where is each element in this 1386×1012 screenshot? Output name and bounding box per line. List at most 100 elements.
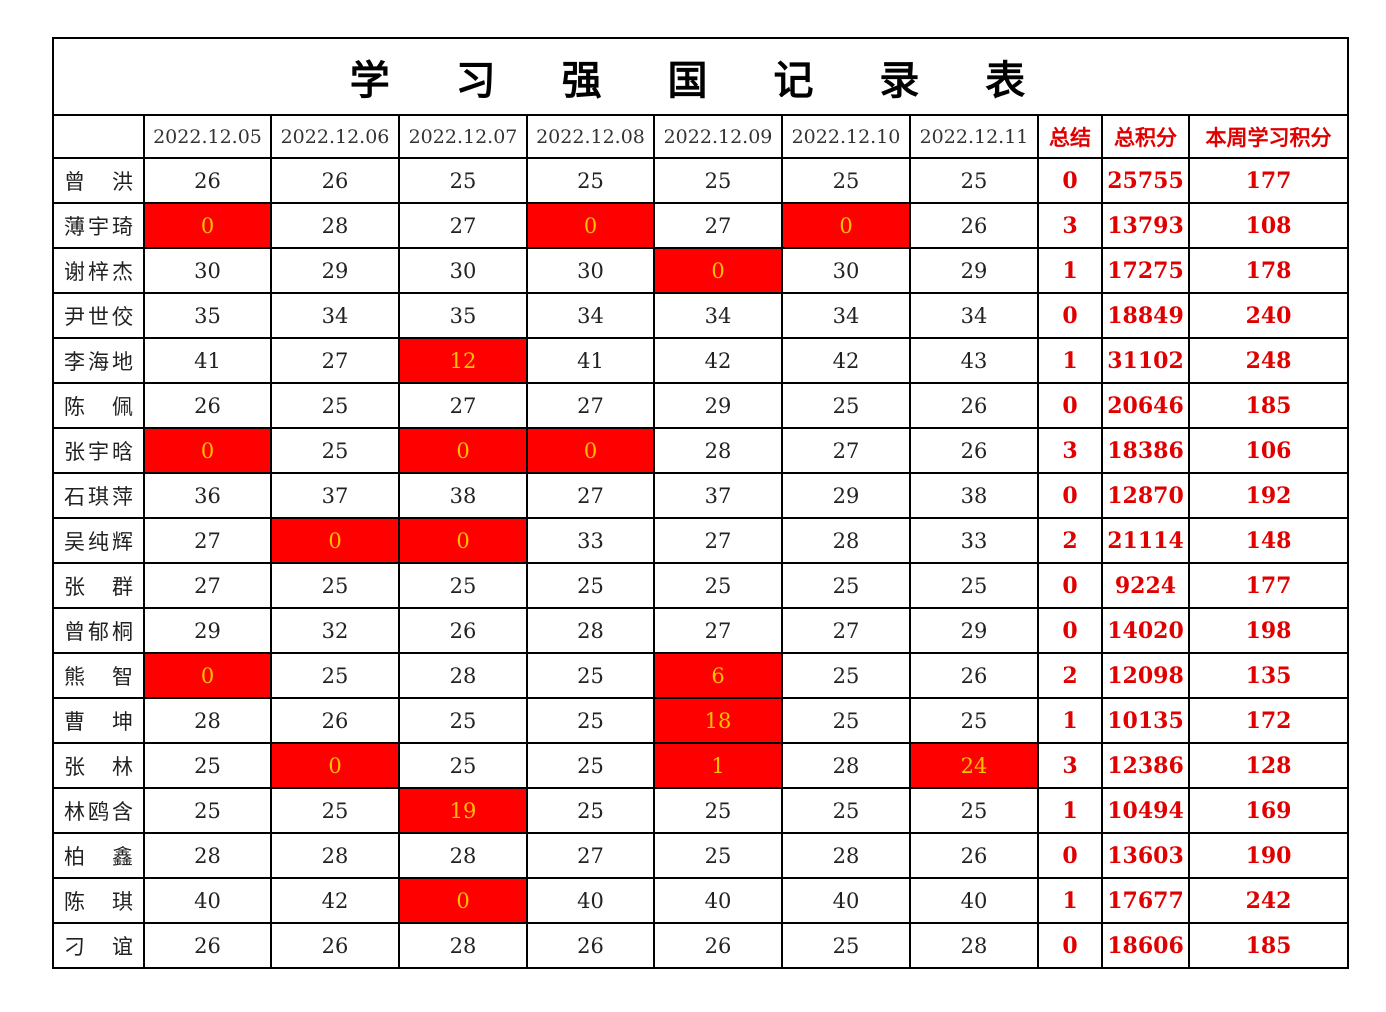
score-cell: 30 [781,247,911,294]
summary-cell: 0 [1037,472,1103,519]
score-cell: 28 [143,832,272,879]
score-cell-flagged: 19 [398,787,528,834]
score-cell-flagged: 0 [398,517,528,564]
score-cell: 26 [143,157,272,204]
score-cell: 28 [270,202,400,249]
week-points-cell: 185 [1187,922,1350,969]
score-cell: 25 [653,787,783,834]
header-summary: 总结 [1037,114,1103,159]
table-row: 柏 鑫 28 28 28 27 25 28 26 0 13603 190 [52,832,1350,879]
score-cell: 27 [526,472,655,519]
summary-cell: 3 [1037,427,1103,474]
score-cell: 41 [526,337,655,384]
score-cell-flagged: 0 [526,427,655,474]
score-cell-flagged: 0 [143,202,272,249]
score-cell: 25 [398,697,528,744]
score-cell: 26 [909,832,1039,879]
score-cell: 27 [653,607,783,654]
member-name: 石琪萍 [52,472,145,519]
total-points-cell: 10135 [1101,697,1190,744]
score-cell: 40 [526,877,655,924]
table-row: 薄宇琦 0 28 27 0 27 0 26 3 13793 108 [52,202,1350,249]
member-name: 李海地 [52,337,145,384]
summary-cell: 0 [1037,157,1103,204]
total-points-cell: 12870 [1101,472,1190,519]
summary-cell: 1 [1037,247,1103,294]
member-name: 曾 洪 [52,157,145,204]
score-cell: 25 [143,787,272,834]
header-date: 2022.12.08 [526,114,655,159]
score-cell: 28 [781,742,911,789]
sheet-title: 学 习 强 国 记 录 表 [51,37,1350,116]
summary-cell: 1 [1037,337,1103,384]
table-row: 吴纯辉 27 0 0 33 27 28 33 2 21114 148 [52,517,1350,564]
total-points-cell: 18606 [1101,922,1190,969]
title-row: 学 习 强 国 记 录 表 [51,37,1350,116]
table-row: 刁 谊 26 26 28 26 26 25 28 0 18606 185 [52,922,1350,969]
week-points-cell: 240 [1187,292,1350,339]
summary-cell: 3 [1037,202,1103,249]
score-cell: 26 [143,922,272,969]
score-cell: 28 [526,607,655,654]
score-cell-flagged: 0 [781,202,911,249]
week-points-cell: 172 [1187,697,1350,744]
table-row: 曾 洪 26 26 25 25 25 25 25 0 25755 177 [52,157,1350,204]
score-cell: 26 [653,922,783,969]
score-cell: 27 [143,562,272,609]
week-points-cell: 242 [1187,877,1350,924]
score-cell: 26 [270,697,400,744]
score-cell: 26 [526,922,655,969]
total-points-cell: 12386 [1101,742,1190,789]
header-week-points: 本周学习积分 [1187,114,1350,159]
table-row: 张 群 27 25 25 25 25 25 25 0 9224 177 [52,562,1350,609]
score-cell-flagged: 0 [526,202,655,249]
week-points-cell: 185 [1187,382,1350,429]
score-cell: 26 [398,607,528,654]
score-cell: 34 [909,292,1039,339]
week-points-cell: 135 [1187,652,1350,699]
score-cell: 40 [781,877,911,924]
score-cell: 25 [270,652,400,699]
member-name: 谢梓杰 [52,247,145,294]
summary-cell: 0 [1037,922,1103,969]
summary-cell: 1 [1037,877,1103,924]
member-name: 陈 琪 [52,877,145,924]
score-cell-flagged: 0 [270,517,400,564]
score-cell: 27 [398,202,528,249]
score-cell: 26 [909,652,1039,699]
score-cell: 27 [653,517,783,564]
score-cell: 25 [653,157,783,204]
score-cell: 27 [781,427,911,474]
score-cell: 25 [781,157,911,204]
total-points-cell: 20646 [1101,382,1190,429]
score-cell: 42 [270,877,400,924]
score-cell: 25 [781,787,911,834]
score-cell: 40 [909,877,1039,924]
score-cell-flagged: 18 [653,697,783,744]
score-cell: 38 [398,472,528,519]
score-cell: 26 [270,922,400,969]
score-cell: 27 [653,202,783,249]
table-row: 陈 琪 40 42 0 40 40 40 40 1 17677 242 [52,877,1350,924]
header-date: 2022.12.09 [653,114,783,159]
total-points-cell: 13793 [1101,202,1190,249]
score-cell: 29 [909,607,1039,654]
score-cell: 26 [143,382,272,429]
score-cell: 29 [270,247,400,294]
table-row: 石琪萍 36 37 38 27 37 29 38 0 12870 192 [52,472,1350,519]
member-name: 张宇晗 [52,427,145,474]
week-points-cell: 190 [1187,832,1350,879]
score-cell: 25 [526,157,655,204]
score-cell: 25 [781,382,911,429]
score-cell: 25 [653,832,783,879]
member-name: 曹 坤 [52,697,145,744]
score-cell: 28 [398,652,528,699]
table-row: 熊 智 0 25 28 25 6 25 26 2 12098 135 [52,652,1350,699]
total-points-cell: 18386 [1101,427,1190,474]
score-cell-flagged: 0 [398,427,528,474]
score-cell: 37 [270,472,400,519]
score-cell: 28 [398,922,528,969]
score-cell: 28 [398,832,528,879]
header-date: 2022.12.11 [909,114,1039,159]
score-cell: 40 [143,877,272,924]
